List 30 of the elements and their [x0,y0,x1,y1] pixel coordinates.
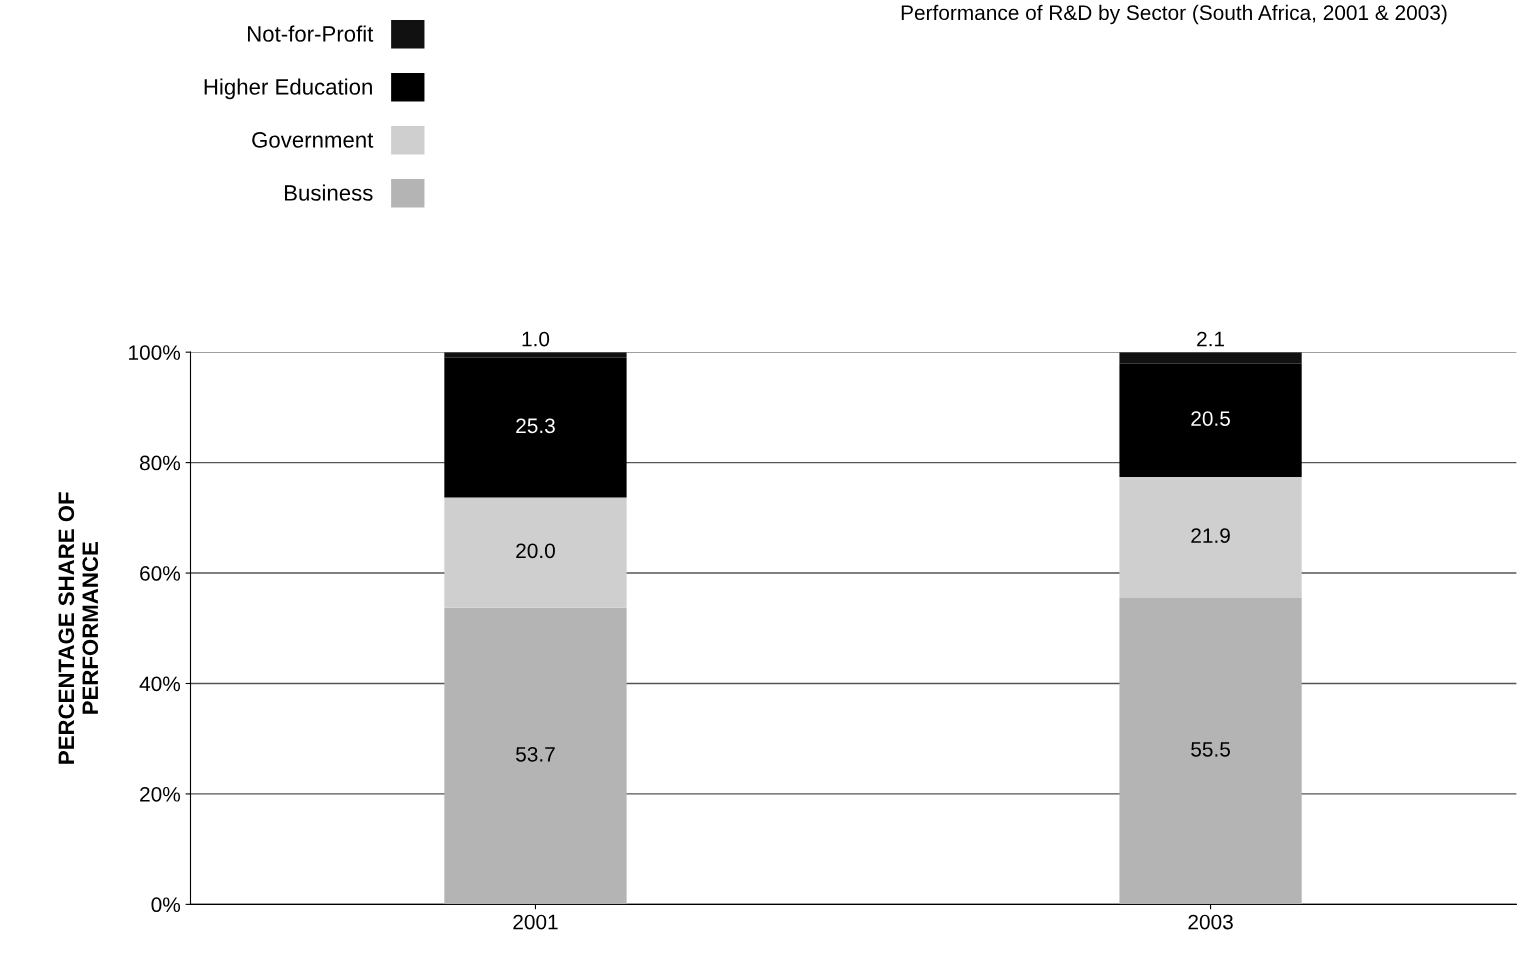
bar [1119,352,1302,364]
y-tick-label: 100% [129,345,181,360]
bar [444,352,627,358]
data-label: 1.0 [522,331,550,347]
data-label: 21.9 [1191,528,1230,544]
data-label: 20.0 [516,543,555,559]
data-label: 20.5 [1191,411,1230,426]
y-axis-title: PERCENTAGE SHARE OF PERFORMANCE [58,492,99,764]
legend-label: Not-for-Profit [247,25,374,42]
data-label: 55.5 [1191,742,1230,757]
bar [444,497,627,608]
legend-label: Higher Education [204,78,372,100]
y-tick-label: 0% [151,897,181,913]
data-label: 53.7 [516,746,555,762]
y-tick-label: 60% [140,566,181,581]
legend-label: Business [285,184,373,201]
bar [1119,597,1302,905]
x-tick-label: 2003 [1188,914,1233,930]
y-tick-label: 40% [139,676,181,692]
y-tick-label: 20% [140,786,181,802]
bar [1119,476,1302,598]
x-tick-label: 2001 [513,914,558,930]
data-label: 2.1 [1197,331,1225,347]
chart-title: Performance of R&D by Sector (South Africa, 2001 & 2003) [901,4,1447,25]
data-label: 25.3 [516,418,555,434]
bar [1119,363,1302,477]
legend-label: Government [252,132,374,148]
bar [444,607,627,905]
bar [444,357,627,498]
y-tick-label: 80% [139,455,181,471]
